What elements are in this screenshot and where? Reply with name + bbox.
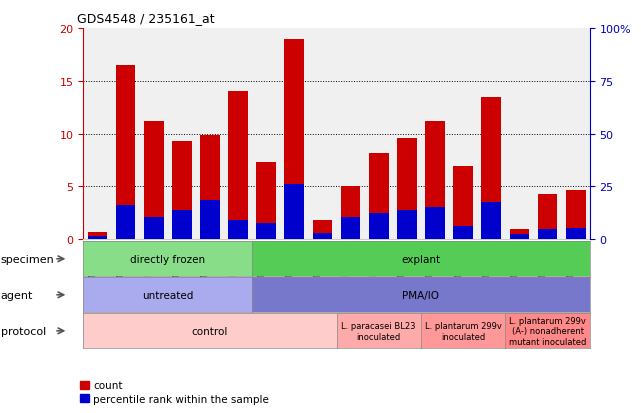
Bar bbox=[510, 234, 529, 240]
Bar bbox=[172, 142, 192, 240]
Bar bbox=[566, 228, 585, 240]
Bar bbox=[200, 201, 220, 240]
Bar bbox=[369, 213, 388, 240]
Bar bbox=[144, 217, 163, 240]
Bar bbox=[88, 232, 107, 240]
Text: explant: explant bbox=[401, 254, 440, 264]
Bar bbox=[538, 229, 558, 240]
Bar bbox=[228, 92, 248, 240]
Bar bbox=[397, 138, 417, 240]
Bar bbox=[313, 221, 332, 240]
Bar bbox=[453, 167, 473, 240]
Text: GDS4548 / 235161_at: GDS4548 / 235161_at bbox=[77, 12, 215, 25]
Text: control: control bbox=[192, 326, 228, 336]
Text: untreated: untreated bbox=[142, 290, 194, 300]
Bar bbox=[341, 187, 360, 240]
Bar bbox=[369, 153, 388, 240]
Bar bbox=[256, 163, 276, 240]
Text: directly frozen: directly frozen bbox=[130, 254, 205, 264]
Bar bbox=[115, 206, 135, 240]
Bar bbox=[510, 229, 529, 240]
Bar bbox=[425, 121, 445, 240]
Bar bbox=[566, 190, 585, 240]
Bar bbox=[200, 135, 220, 240]
Text: L. plantarum 299v
(A-) nonadherent
mutant inoculated: L. plantarum 299v (A-) nonadherent mutan… bbox=[509, 316, 587, 346]
Text: L. plantarum 299v
inoculated: L. plantarum 299v inoculated bbox=[425, 321, 501, 341]
Bar bbox=[285, 185, 304, 240]
Text: protocol: protocol bbox=[1, 326, 46, 336]
Bar bbox=[425, 208, 445, 240]
Bar bbox=[313, 233, 332, 240]
Bar bbox=[538, 194, 558, 240]
Bar bbox=[88, 236, 107, 240]
Bar bbox=[256, 224, 276, 240]
Text: PMA/IO: PMA/IO bbox=[403, 290, 440, 300]
Bar bbox=[115, 66, 135, 240]
Bar bbox=[341, 217, 360, 240]
Text: L. paracasei BL23
inoculated: L. paracasei BL23 inoculated bbox=[342, 321, 416, 341]
Bar bbox=[397, 210, 417, 240]
Bar bbox=[172, 210, 192, 240]
Bar bbox=[228, 221, 248, 240]
Bar bbox=[481, 203, 501, 240]
Legend: count, percentile rank within the sample: count, percentile rank within the sample bbox=[76, 376, 274, 408]
Bar bbox=[453, 227, 473, 240]
Text: specimen: specimen bbox=[1, 254, 54, 264]
Bar bbox=[144, 121, 163, 240]
Bar bbox=[481, 97, 501, 240]
Bar bbox=[285, 39, 304, 240]
Text: agent: agent bbox=[1, 290, 33, 300]
